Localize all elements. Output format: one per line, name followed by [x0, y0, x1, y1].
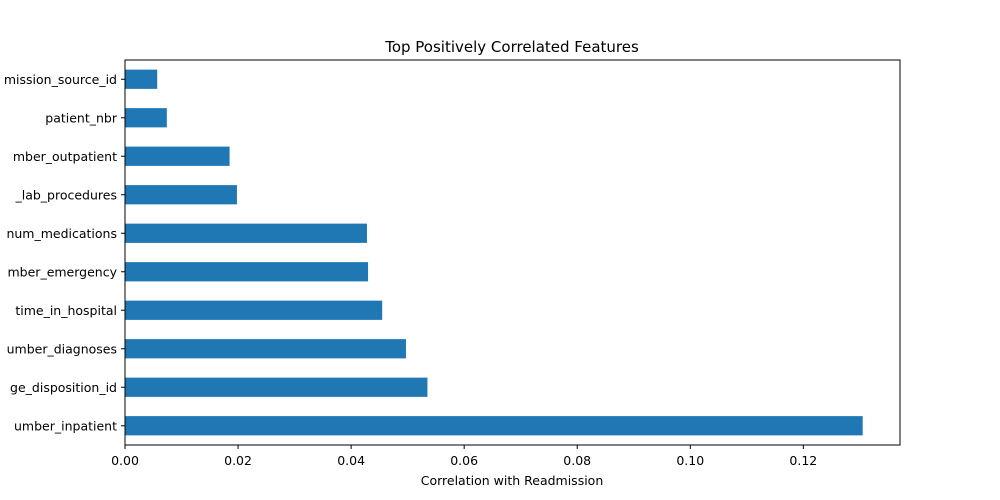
y-tick-label: _lab_procedures [14, 187, 117, 202]
y-tick-label: mber_outpatient [13, 149, 117, 164]
bar-time_in_hospital [125, 300, 383, 320]
x-axis-label: Correlation with Readmission [421, 473, 604, 488]
y-tick-label: mber_emergency [8, 264, 118, 279]
bar-number_diagnoses [125, 339, 406, 359]
x-tick-label: 0.10 [676, 453, 704, 468]
chart-title: Top Positively Correlated Features [384, 38, 639, 56]
x-tick-label: 0.08 [563, 453, 591, 468]
x-tick-label: 0.00 [111, 453, 139, 468]
bar-discharge_disposition_id [125, 377, 428, 397]
x-tick-label: 0.02 [224, 453, 252, 468]
bar-num_lab_procedures [125, 185, 237, 205]
y-tick-label: num_medications [6, 226, 117, 241]
bar-number_inpatient [125, 416, 863, 436]
x-axis-ticks: 0.00 0.02 0.04 0.06 0.08 0.10 0.12 [111, 445, 817, 468]
y-tick-label: mission_source_id [4, 72, 117, 87]
bar-num_medications [125, 223, 367, 243]
y-tick-label: umber_inpatient [14, 418, 117, 433]
x-tick-label: 0.12 [789, 453, 817, 468]
plot-frame [124, 59, 901, 446]
x-tick-label: 0.06 [450, 453, 478, 468]
bar-number_outpatient [125, 146, 230, 166]
x-tick-label: 0.04 [337, 453, 365, 468]
bar-admission_source_id [125, 69, 158, 89]
y-tick-label: umber_diagnoses [7, 341, 117, 356]
y-tick-label: ge_disposition_id [10, 380, 117, 395]
y-tick-label: patient_nbr [45, 110, 118, 125]
bar-number_emergency [125, 262, 369, 282]
y-axis-ticks: umber_inpatient ge_disposition_id umber_di… [4, 72, 125, 433]
bars-group [125, 69, 863, 436]
y-tick-label: time_in_hospital [15, 303, 117, 318]
bar-patient_nbr [125, 108, 167, 128]
